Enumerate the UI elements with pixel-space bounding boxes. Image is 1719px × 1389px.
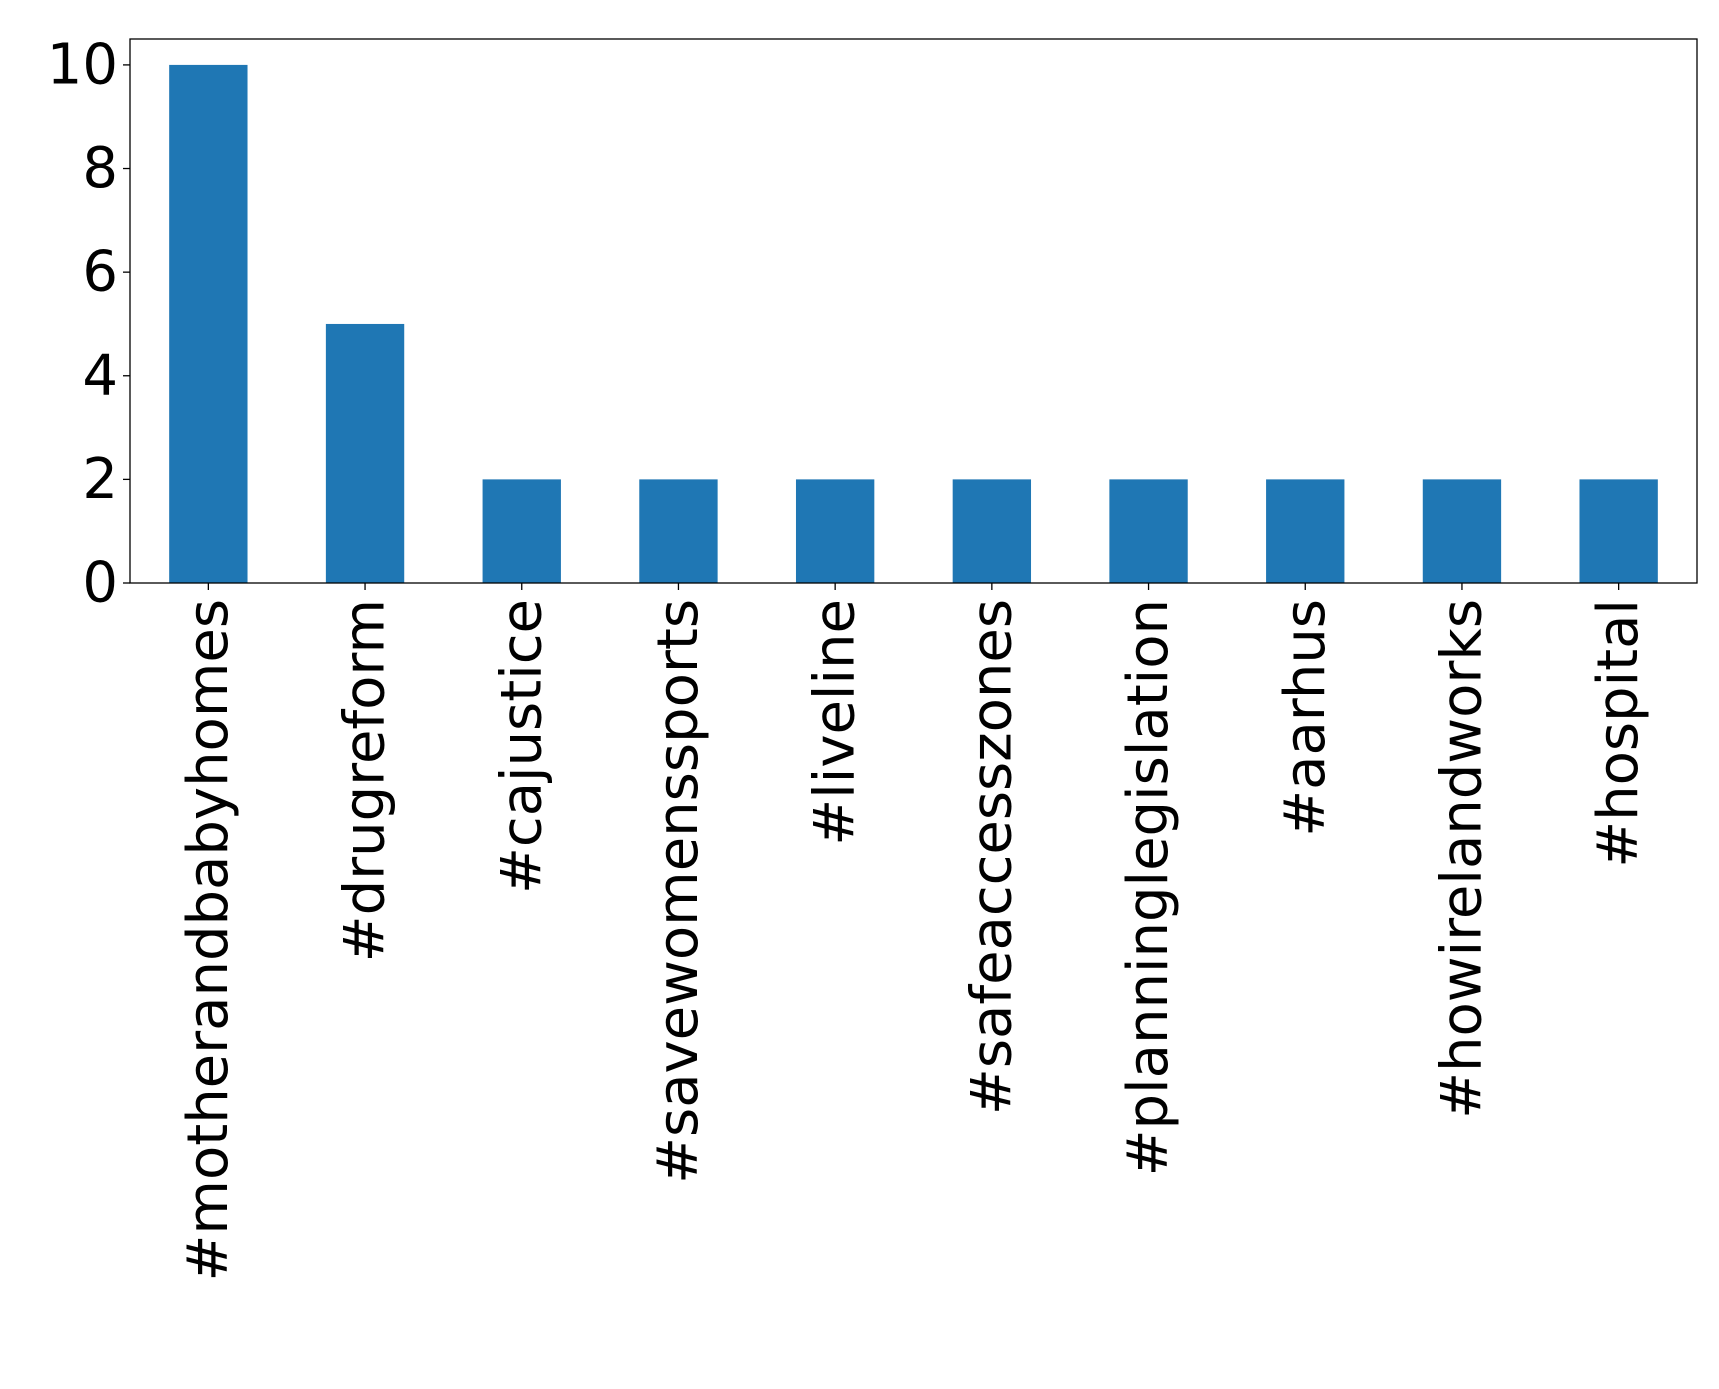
x-tick-label: #savewomenssports [646,599,711,1184]
bar-1 [325,323,405,583]
x-tick-label: #safeaccesszones [959,599,1024,1115]
bar-8 [1422,479,1502,583]
x-tick-label: #hospital [1586,599,1651,868]
y-tick-label: 4 [82,343,118,408]
x-tick-label: #planninglegislation [1116,599,1181,1176]
bar-5 [952,479,1032,583]
bar-3 [639,479,718,583]
bar-4 [795,479,875,583]
y-tick-label: 6 [82,240,118,305]
x-tick-label: #howirelandworks [1429,599,1494,1119]
y-axis: 0 2 4 6 8 10 [47,32,130,616]
bars-layer [169,64,1658,583]
bar-6 [1109,479,1188,583]
bar-0 [169,64,248,583]
x-tick-label: #drugreform [333,599,398,962]
x-tick-label: #motherandbabyhomes [176,599,241,1282]
bar-2 [482,479,561,583]
y-tick-label: 0 [82,551,118,616]
y-tick-label: 2 [82,447,118,512]
y-tick-label: 8 [82,136,118,201]
y-tick-label: 10 [47,32,118,97]
bar-9 [1579,479,1658,583]
plot-frame [129,38,1698,584]
bar-7 [1266,479,1345,583]
x-tick-label: #liveline [803,599,868,846]
x-axis: #motherandbabyhomes #drugreform #cajustice… [176,583,1651,1282]
x-tick-label: #aarhus [1273,599,1338,837]
x-tick-label: #cajustice [489,599,554,894]
